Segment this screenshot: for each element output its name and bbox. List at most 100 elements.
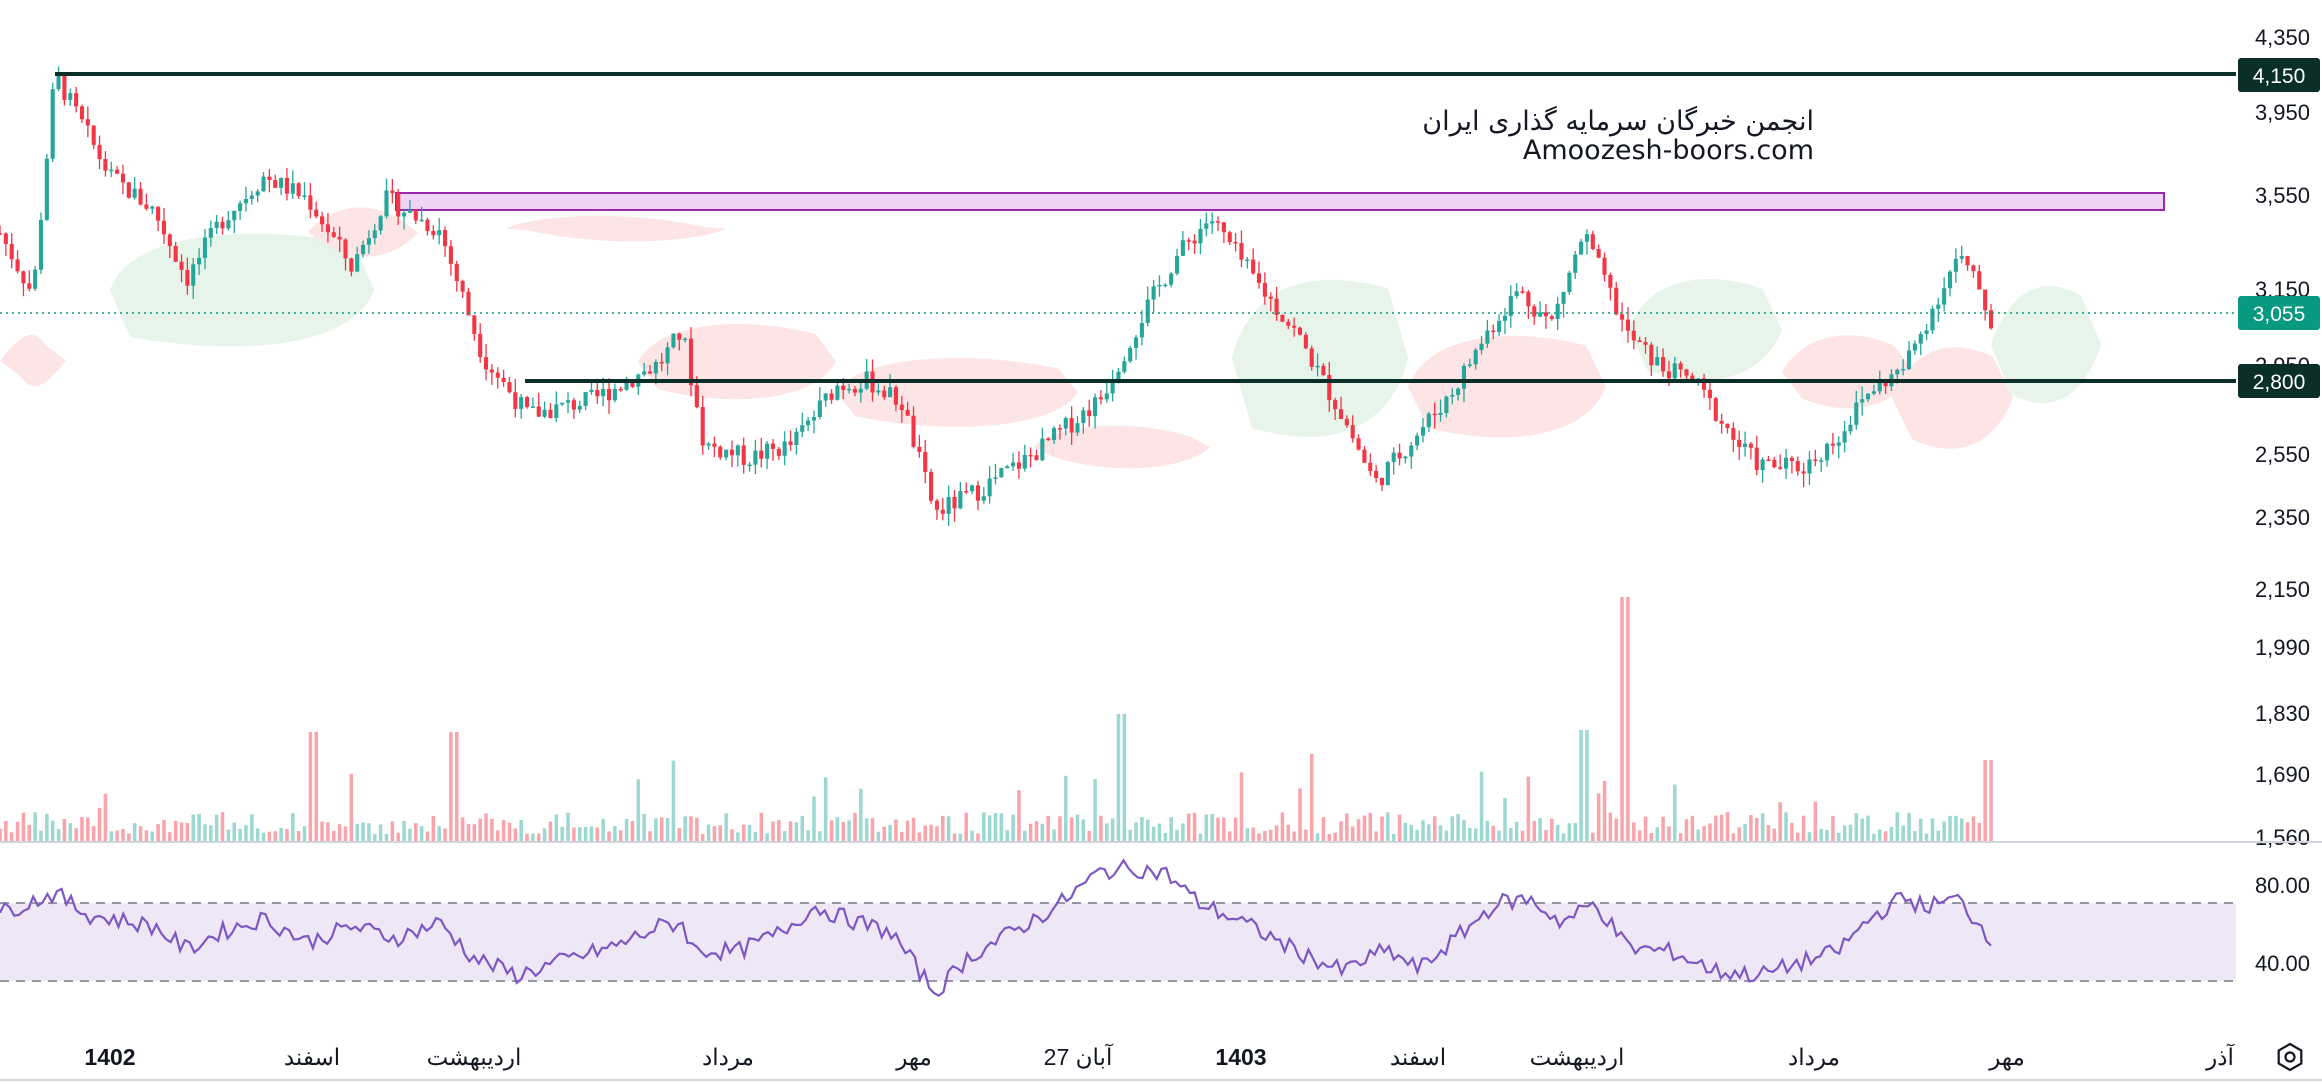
candle[interactable] bbox=[835, 381, 840, 401]
candle[interactable] bbox=[1661, 348, 1666, 377]
candle[interactable] bbox=[1221, 222, 1226, 244]
candle[interactable] bbox=[1046, 437, 1051, 441]
candle[interactable] bbox=[1467, 358, 1472, 368]
candle[interactable] bbox=[847, 383, 852, 394]
candle[interactable] bbox=[1403, 455, 1408, 464]
candle[interactable] bbox=[560, 402, 565, 407]
candle[interactable] bbox=[1163, 283, 1168, 288]
candle[interactable] bbox=[1748, 441, 1753, 460]
candle[interactable] bbox=[747, 462, 752, 472]
candle[interactable] bbox=[993, 463, 998, 485]
candle[interactable] bbox=[1678, 361, 1683, 378]
candle[interactable] bbox=[1022, 444, 1027, 472]
candle[interactable] bbox=[238, 200, 243, 220]
candle[interactable] bbox=[712, 436, 717, 458]
candle[interactable] bbox=[226, 210, 231, 231]
candle[interactable] bbox=[677, 332, 682, 351]
candle[interactable] bbox=[27, 270, 32, 292]
candle[interactable] bbox=[1479, 335, 1484, 355]
candle[interactable] bbox=[290, 170, 295, 199]
candle[interactable] bbox=[1368, 453, 1373, 476]
candle[interactable] bbox=[1362, 446, 1367, 464]
candle[interactable] bbox=[1104, 381, 1109, 403]
candle[interactable] bbox=[1983, 289, 1988, 321]
candle[interactable] bbox=[940, 497, 945, 521]
candle[interactable] bbox=[1028, 447, 1033, 468]
candle[interactable] bbox=[161, 207, 167, 245]
candle[interactable] bbox=[396, 188, 401, 225]
time-axis[interactable]: 1402 اسفند اردیبهشت مرداد مهر 27 آبان 14… bbox=[84, 1043, 2235, 1071]
candle[interactable] bbox=[1947, 270, 1953, 297]
candle[interactable] bbox=[1491, 324, 1496, 340]
candle[interactable] bbox=[724, 449, 729, 461]
candle[interactable] bbox=[1075, 416, 1080, 437]
candle[interactable] bbox=[1356, 434, 1361, 451]
candle[interactable] bbox=[1016, 451, 1021, 479]
candle[interactable] bbox=[1555, 297, 1560, 330]
candle[interactable] bbox=[794, 427, 799, 455]
candle[interactable] bbox=[1057, 424, 1062, 440]
candle[interactable] bbox=[741, 437, 746, 474]
candle[interactable] bbox=[554, 391, 559, 423]
candle[interactable] bbox=[91, 125, 96, 150]
candle[interactable] bbox=[1631, 320, 1636, 350]
candle[interactable] bbox=[735, 444, 740, 467]
candle[interactable] bbox=[1005, 464, 1010, 469]
candle[interactable] bbox=[1333, 397, 1338, 420]
candle[interactable] bbox=[1702, 373, 1707, 398]
candle[interactable] bbox=[79, 104, 85, 123]
candle[interactable] bbox=[1262, 272, 1267, 305]
candle[interactable] bbox=[478, 323, 483, 363]
candle[interactable] bbox=[74, 86, 79, 113]
candle[interactable] bbox=[454, 260, 459, 292]
candle[interactable] bbox=[331, 226, 336, 238]
candle[interactable] bbox=[1801, 462, 1806, 488]
candle[interactable] bbox=[355, 246, 360, 273]
candle[interactable] bbox=[1338, 396, 1344, 419]
candle[interactable] bbox=[44, 154, 49, 222]
candle[interactable] bbox=[911, 406, 916, 449]
candle[interactable] bbox=[437, 217, 442, 245]
candle[interactable] bbox=[466, 287, 471, 316]
candle[interactable] bbox=[565, 392, 571, 414]
candle[interactable] bbox=[1778, 454, 1783, 470]
candle[interactable] bbox=[284, 167, 289, 201]
candle[interactable] bbox=[1965, 255, 1970, 271]
candle[interactable] bbox=[519, 393, 524, 419]
resistance-zone[interactable] bbox=[395, 192, 2165, 211]
candle[interactable] bbox=[829, 389, 834, 404]
candle[interactable] bbox=[501, 369, 506, 387]
candle[interactable] bbox=[50, 82, 55, 163]
candle[interactable] bbox=[1637, 336, 1642, 343]
candle[interactable] bbox=[103, 151, 108, 177]
candle[interactable] bbox=[1391, 447, 1396, 475]
candle[interactable] bbox=[1620, 302, 1625, 332]
candle[interactable] bbox=[1502, 307, 1508, 334]
candle[interactable] bbox=[1239, 230, 1244, 268]
candle[interactable] bbox=[946, 485, 951, 526]
candle[interactable] bbox=[120, 164, 126, 195]
candle[interactable] bbox=[1204, 212, 1209, 237]
candle[interactable] bbox=[202, 229, 208, 270]
candle[interactable] bbox=[958, 482, 963, 510]
candle[interactable] bbox=[1707, 383, 1712, 411]
candle[interactable] bbox=[1081, 407, 1086, 434]
candle[interactable] bbox=[1122, 356, 1127, 374]
candle[interactable] bbox=[1854, 390, 1859, 430]
candle[interactable] bbox=[1514, 283, 1519, 299]
candle[interactable] bbox=[700, 395, 705, 455]
candle[interactable] bbox=[320, 211, 325, 232]
candle[interactable] bbox=[126, 181, 131, 199]
candle[interactable] bbox=[1532, 304, 1537, 325]
candle[interactable] bbox=[923, 440, 928, 484]
candle[interactable] bbox=[1198, 219, 1203, 255]
candle[interactable] bbox=[1924, 323, 1929, 341]
candle[interactable] bbox=[15, 250, 20, 274]
candle[interactable] bbox=[1233, 233, 1238, 252]
candle[interactable] bbox=[156, 206, 161, 232]
candle[interactable] bbox=[1819, 457, 1824, 472]
candle[interactable] bbox=[1813, 449, 1818, 467]
candle[interactable] bbox=[1280, 314, 1285, 323]
candle[interactable] bbox=[249, 190, 254, 205]
